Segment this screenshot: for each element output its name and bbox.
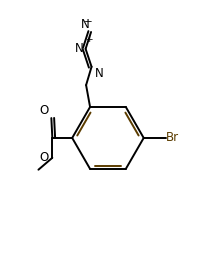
- Text: Br: Br: [166, 131, 179, 144]
- Text: N: N: [95, 67, 103, 80]
- Text: −: −: [84, 17, 92, 27]
- Text: +: +: [85, 35, 92, 44]
- Text: N: N: [75, 42, 84, 55]
- Text: O: O: [39, 151, 48, 164]
- Text: N: N: [81, 17, 90, 30]
- Text: O: O: [39, 104, 48, 117]
